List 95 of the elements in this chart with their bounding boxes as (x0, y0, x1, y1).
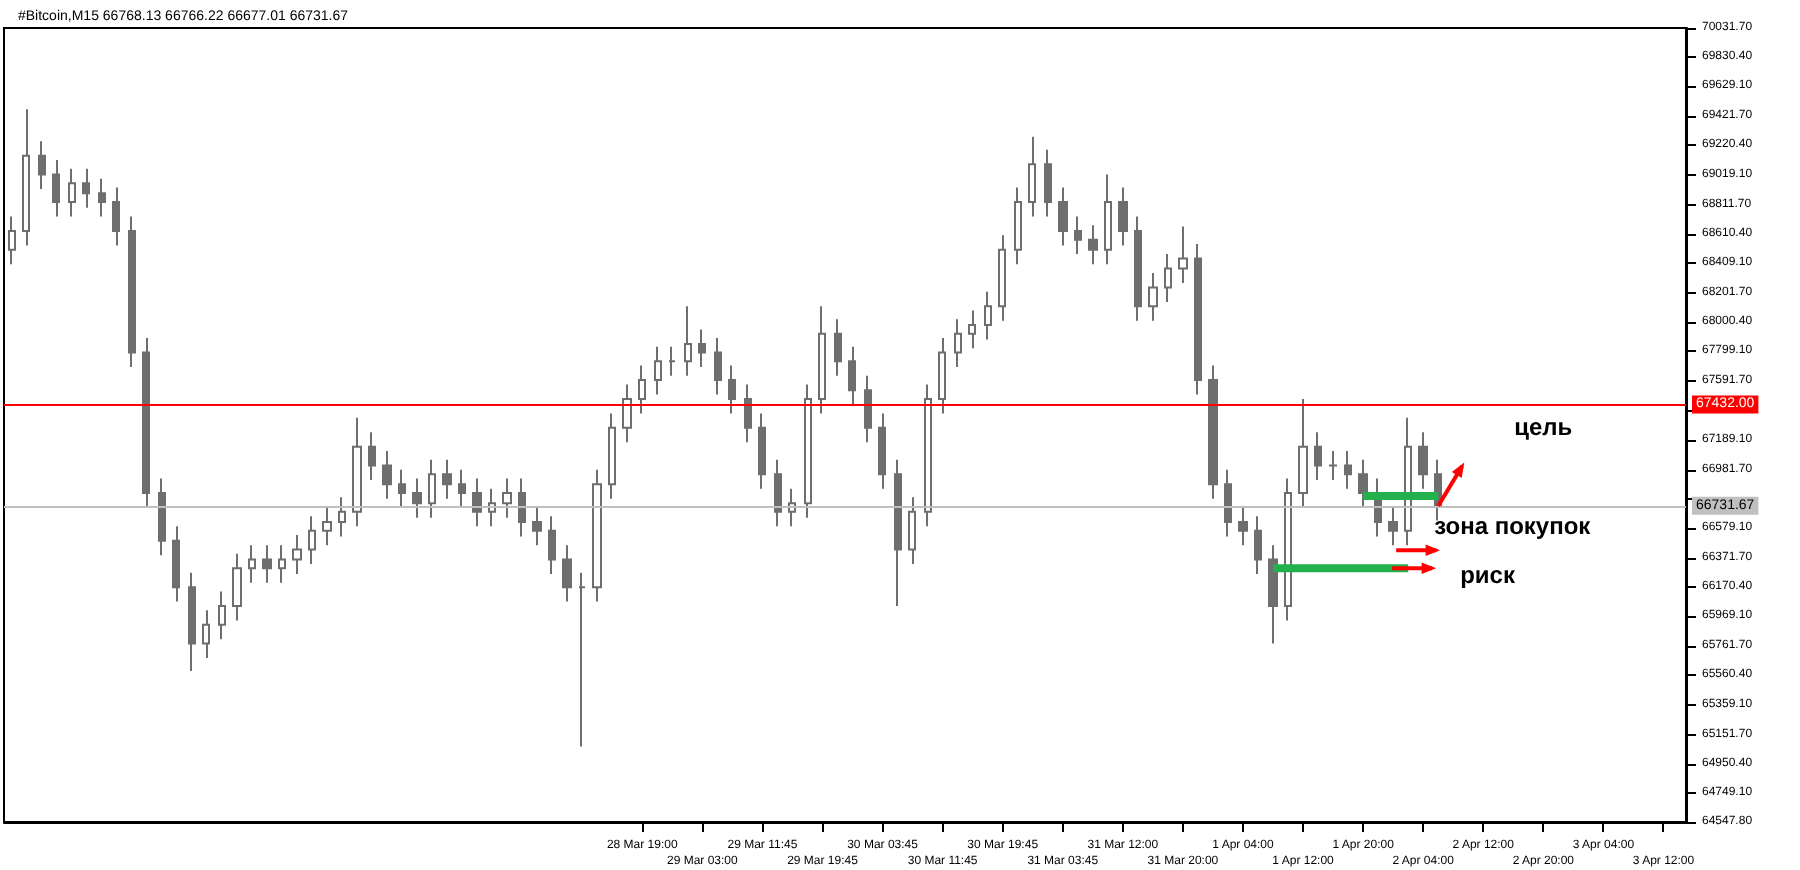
candlestick (1134, 215, 1142, 322)
candlestick (502, 477, 512, 519)
candlestick (1238, 506, 1248, 547)
candlestick (398, 468, 406, 509)
candlestick (518, 477, 526, 538)
candlestick (142, 337, 150, 509)
candlestick (442, 458, 452, 500)
candlestick (744, 383, 752, 444)
candlestick (818, 305, 826, 415)
candlestick (698, 328, 706, 369)
annotation: зона покупок (1434, 512, 1593, 541)
candlestick (22, 108, 30, 247)
candlestick (202, 609, 210, 660)
candlestick (954, 318, 962, 369)
candlestick (714, 337, 722, 396)
candlestick (172, 525, 180, 603)
candlestick (1028, 135, 1036, 218)
candlestick (1284, 477, 1292, 622)
candlestick (864, 374, 872, 444)
candlestick (412, 477, 422, 519)
candlestick (1254, 515, 1262, 576)
candlestick (38, 140, 46, 190)
candlestick (728, 364, 736, 415)
candlestick (8, 215, 16, 266)
candlestick (578, 571, 586, 748)
candlestick (998, 234, 1006, 322)
candlestick (548, 515, 556, 576)
candlestick (1328, 450, 1338, 481)
candlestick (1118, 186, 1128, 247)
candlestick (668, 345, 676, 377)
candlestick (532, 506, 542, 547)
annotation: цель (1514, 412, 1573, 441)
candlestick (472, 477, 482, 528)
candlestick (1418, 431, 1428, 490)
candlestick (128, 215, 136, 369)
candlestick (938, 337, 946, 415)
candlestick (804, 383, 812, 519)
candlestick (1014, 186, 1022, 266)
candlestick (68, 167, 76, 218)
candlestick (1148, 271, 1158, 322)
candlestick (458, 468, 466, 509)
candlestick (218, 590, 226, 641)
candlestick (622, 383, 632, 444)
candlestick (1104, 173, 1112, 266)
candlestick (248, 544, 256, 584)
candlestick (1058, 186, 1068, 247)
candlestick (1388, 506, 1398, 547)
candlestick (1298, 397, 1308, 509)
candlestick (338, 496, 346, 538)
candlestick (592, 468, 602, 603)
candlestick (1208, 364, 1218, 500)
candlestick (878, 412, 886, 490)
candlestick (968, 309, 976, 350)
candlestick (562, 544, 572, 603)
candlestick (848, 345, 856, 406)
candlestick (1164, 253, 1172, 303)
candlestick (684, 305, 692, 377)
candlestick (774, 458, 782, 528)
candlestick (82, 167, 90, 209)
candlestick (984, 290, 992, 341)
candlestick (232, 552, 242, 622)
candlestick (368, 431, 376, 481)
candlestick (112, 186, 120, 247)
candlestick (278, 544, 286, 584)
candlestick (428, 458, 436, 519)
candlestick (908, 496, 916, 565)
candlestick (1194, 242, 1202, 396)
candlestick (292, 534, 302, 576)
candlestick (1358, 458, 1368, 509)
annotation: риск (1460, 560, 1517, 589)
candlestick (352, 416, 362, 528)
candlestick (638, 364, 646, 415)
candlestick (1044, 148, 1052, 218)
candlestick (1344, 450, 1352, 490)
candlestick (1224, 468, 1232, 538)
candlestick (654, 345, 662, 396)
candlestick (98, 177, 106, 218)
candlestick (1088, 224, 1098, 266)
candlestick (924, 383, 932, 528)
candlestick (834, 318, 842, 377)
candlestick (758, 412, 766, 490)
candlestick (52, 159, 60, 218)
candlestick (894, 458, 902, 607)
candlestick (1314, 431, 1322, 481)
candlestick (1268, 544, 1278, 645)
candlestick (158, 477, 166, 557)
candlestick (262, 544, 272, 584)
candlestick (322, 506, 332, 547)
candlestick (188, 571, 196, 673)
candlestick (1404, 416, 1412, 547)
candlestick (382, 450, 392, 500)
candlestick (608, 412, 616, 500)
candlestick (1074, 215, 1082, 256)
candlestick (308, 515, 316, 565)
candlestick (1178, 225, 1188, 285)
